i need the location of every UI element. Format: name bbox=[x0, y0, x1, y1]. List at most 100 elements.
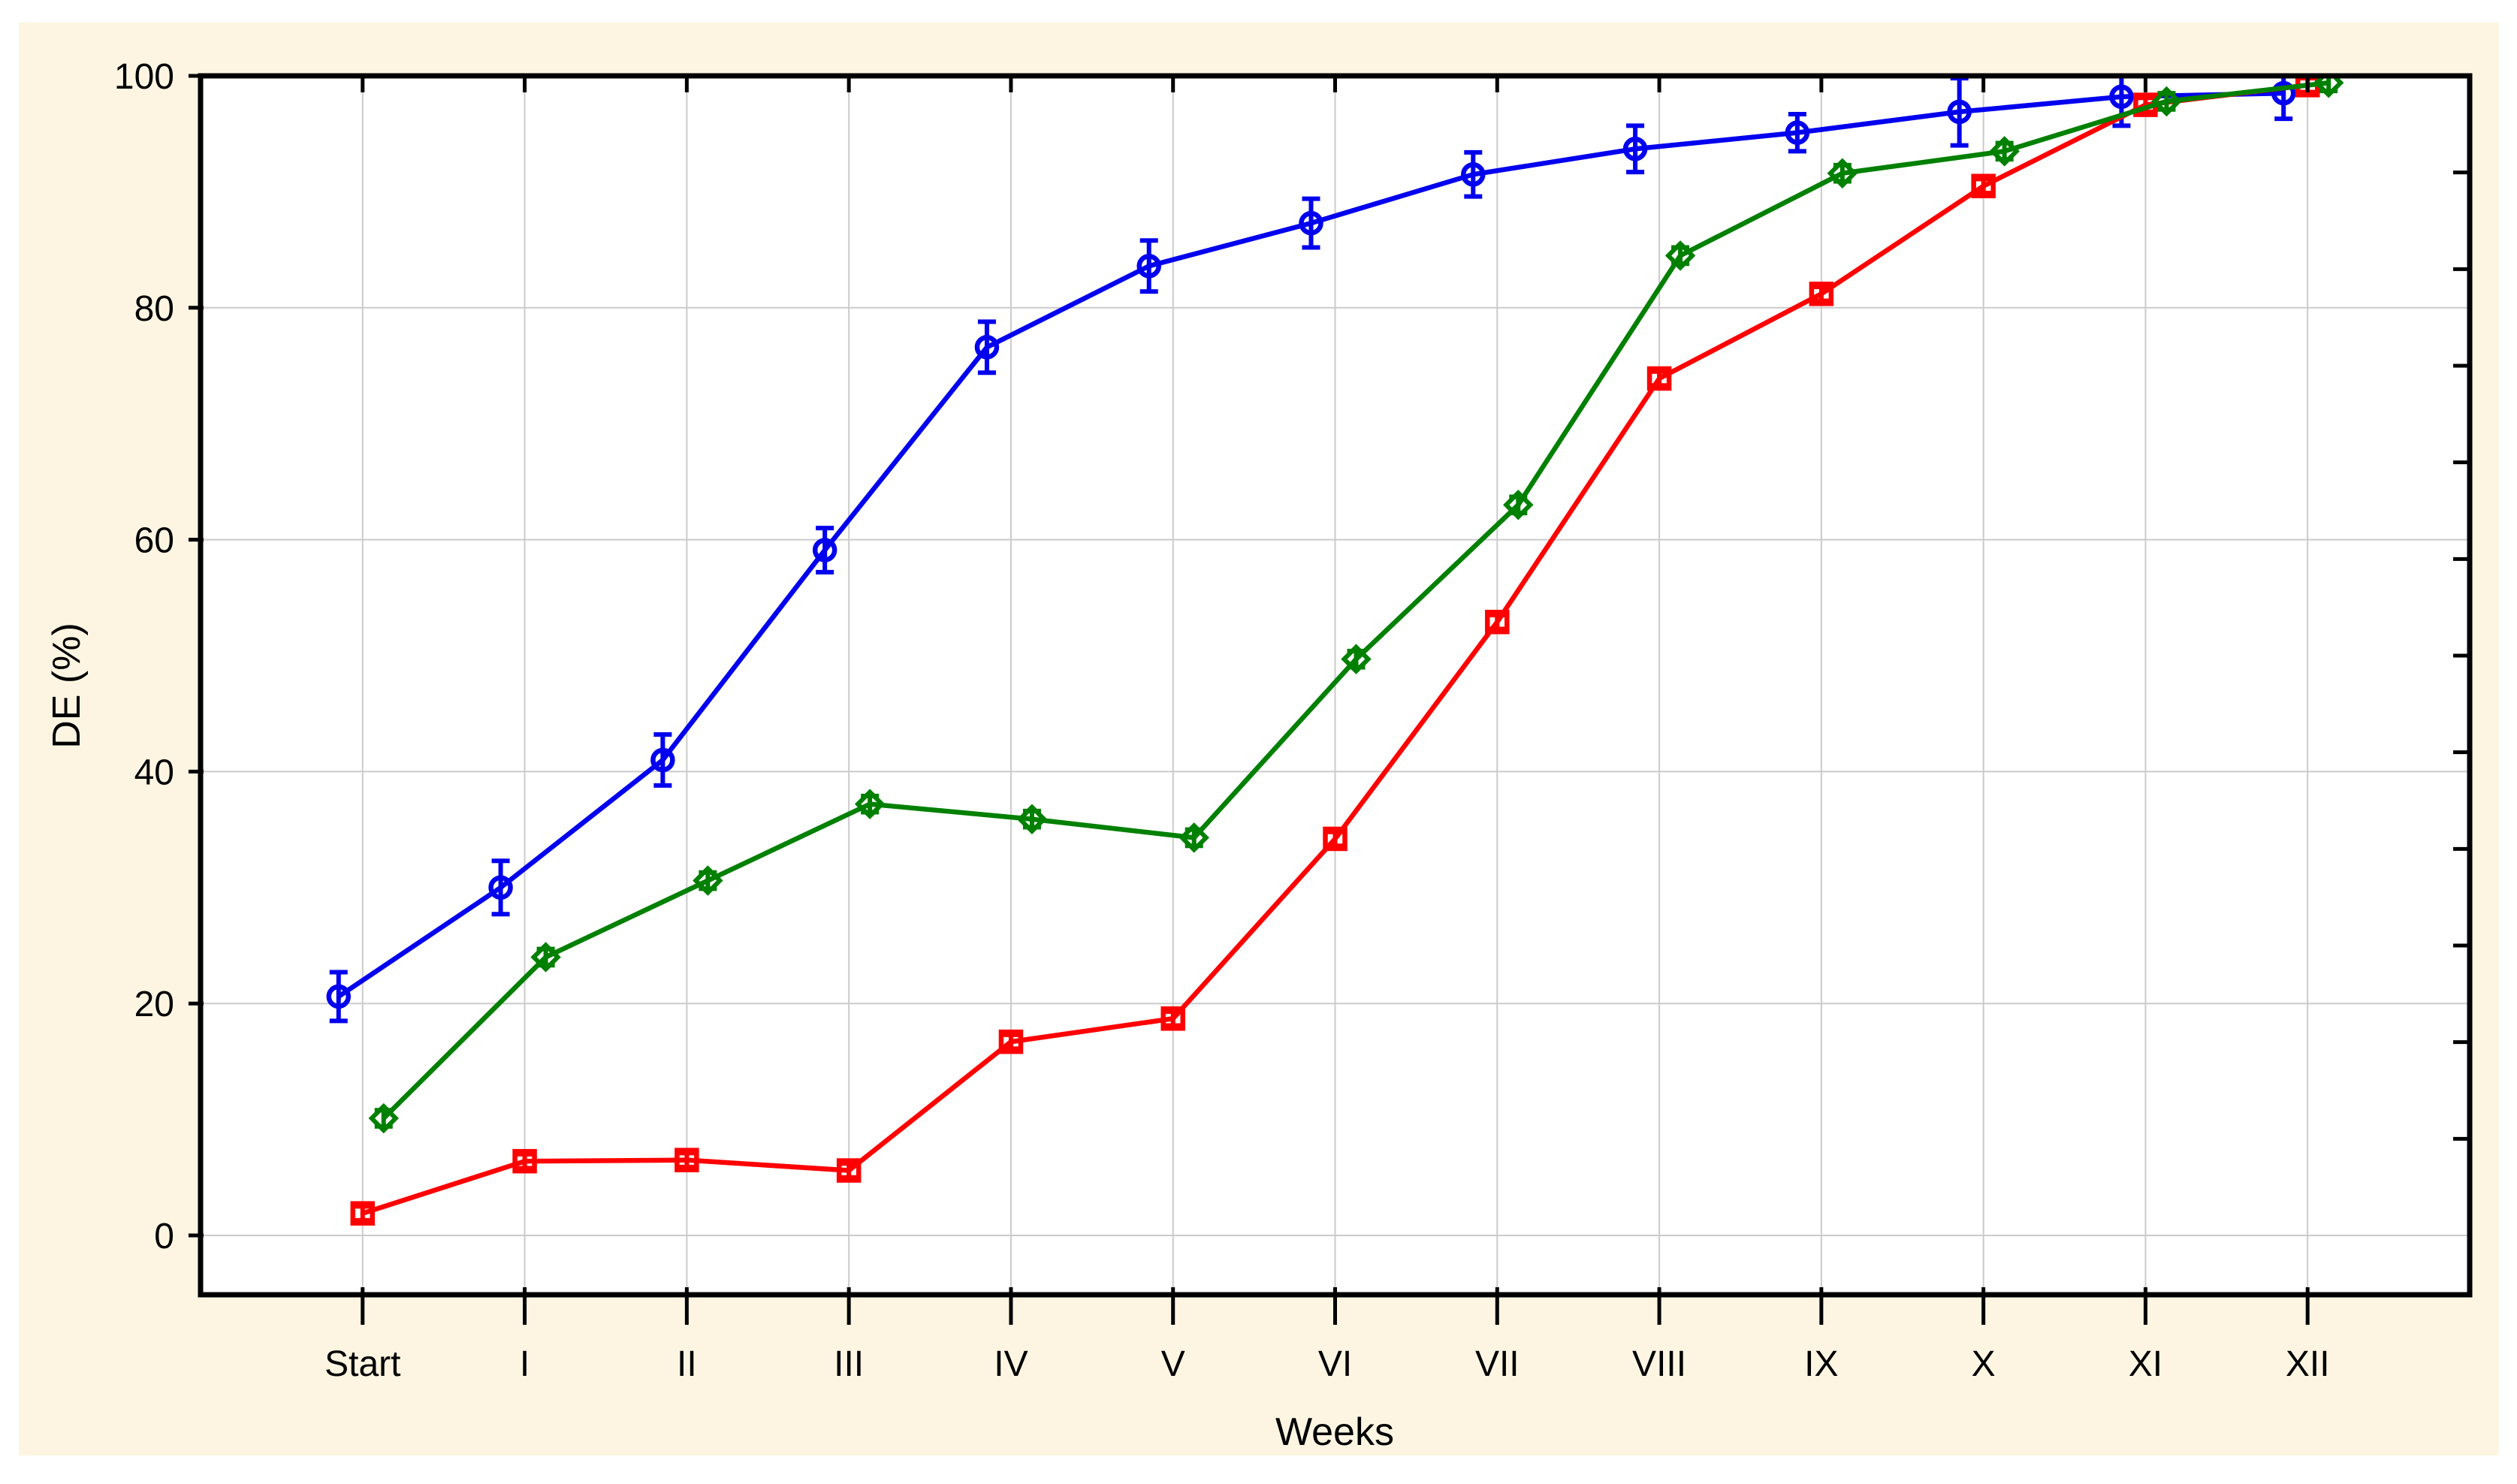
data-point-series-1-blue-circles-IV bbox=[974, 319, 1000, 376]
square-marker bbox=[836, 1158, 862, 1183]
tick-layer bbox=[189, 74, 2470, 1325]
data-point-series-3-red-squares-VII bbox=[1485, 609, 1510, 635]
y-axis-title: DE (%) bbox=[45, 623, 89, 749]
circle-marker bbox=[1947, 99, 1972, 125]
data-point-series-2-green-diamonds-VIII bbox=[1664, 240, 1696, 271]
series-3-red-squares bbox=[350, 76, 2320, 1226]
x-tick-label: I bbox=[520, 1344, 530, 1384]
x-tick-label: V bbox=[1161, 1344, 1185, 1384]
data-point-series-1-blue-circles-Start bbox=[326, 970, 352, 1024]
series-layer bbox=[326, 76, 2344, 1226]
x-tick-label: IX bbox=[1804, 1344, 1838, 1384]
diamond-marker bbox=[2151, 86, 2182, 117]
diamond-marker bbox=[2313, 76, 2344, 98]
x-tick-label: X bbox=[1972, 1344, 1996, 1384]
data-point-series-3-red-squares-X bbox=[1971, 173, 1996, 198]
square-marker bbox=[512, 1148, 537, 1174]
square-marker bbox=[1485, 609, 1510, 635]
series-2-green-diamonds bbox=[368, 76, 2344, 1134]
square-marker bbox=[1809, 282, 1834, 306]
circle-marker bbox=[812, 538, 837, 563]
data-point-series-1-blue-circles-III bbox=[812, 526, 837, 575]
circle-marker bbox=[1461, 161, 1486, 187]
diamond-marker bbox=[1827, 158, 1858, 189]
y-tick-label: 80 bbox=[134, 289, 174, 329]
square-marker bbox=[1160, 1006, 1185, 1031]
circle-marker bbox=[1785, 120, 1810, 145]
data-point-series-2-green-diamonds-IX bbox=[1827, 158, 1858, 189]
circle-marker bbox=[974, 335, 1000, 360]
diamond-marker bbox=[1664, 240, 1696, 271]
data-point-series-1-blue-circles-VII bbox=[1461, 149, 1486, 199]
x-tick-label: II bbox=[677, 1344, 697, 1384]
y-tick-label: 60 bbox=[134, 521, 174, 561]
circle-marker bbox=[2109, 84, 2134, 110]
diamond-marker bbox=[1179, 822, 1209, 853]
diamond-marker bbox=[1341, 644, 1372, 674]
data-point-series-3-red-squares-III bbox=[836, 1158, 862, 1183]
data-point-series-1-blue-circles-IX bbox=[1785, 111, 1810, 154]
data-point-series-3-red-squares-VIII bbox=[1646, 366, 1672, 391]
x-tick-label: VI bbox=[1318, 1344, 1352, 1384]
data-point-series-1-blue-circles-VIII bbox=[1622, 123, 1648, 175]
data-point-series-2-green-diamonds-II bbox=[693, 865, 723, 896]
data-point-series-3-red-squares-V bbox=[1160, 1006, 1185, 1031]
data-point-series-1-blue-circles-II bbox=[650, 731, 675, 788]
data-point-series-2-green-diamonds-VII bbox=[1503, 490, 1534, 520]
diamond-marker bbox=[693, 865, 723, 896]
diamond-marker bbox=[1016, 804, 1048, 834]
x-axis-title: Weeks bbox=[1275, 1410, 1394, 1454]
data-point-series-3-red-squares-II bbox=[675, 1148, 699, 1172]
data-point-series-1-blue-circles-V bbox=[1136, 238, 1161, 294]
diamond-marker bbox=[530, 942, 561, 973]
diamond-marker bbox=[854, 789, 886, 819]
data-point-series-2-green-diamonds-VI bbox=[1341, 644, 1372, 674]
data-point-series-2-green-diamonds-I bbox=[530, 942, 561, 973]
data-point-series-1-blue-circles-VI bbox=[1299, 196, 1323, 250]
circle-marker bbox=[1622, 137, 1648, 161]
y-tick-label: 40 bbox=[134, 753, 174, 792]
circle-marker bbox=[2271, 80, 2296, 106]
square-marker bbox=[350, 1201, 376, 1226]
y-tick-label: 20 bbox=[134, 985, 174, 1024]
data-point-series-3-red-squares-IV bbox=[998, 1029, 1024, 1054]
square-marker bbox=[1323, 826, 1348, 852]
square-marker bbox=[1971, 173, 1996, 198]
circle-marker bbox=[650, 747, 675, 773]
y-tick-label: 100 bbox=[114, 57, 174, 97]
circle-marker bbox=[1136, 253, 1161, 279]
x-tick-label: III bbox=[834, 1344, 864, 1384]
circle-marker bbox=[488, 875, 513, 900]
x-tick-label: Start bbox=[324, 1344, 400, 1384]
diamond-marker bbox=[1503, 490, 1534, 520]
data-point-series-2-green-diamonds-Start bbox=[368, 1102, 400, 1134]
data-point-series-3-red-squares-IX bbox=[1809, 282, 1834, 306]
square-marker bbox=[675, 1148, 699, 1172]
x-tick-label: IV bbox=[994, 1344, 1028, 1384]
data-point-series-2-green-diamonds-IV bbox=[1016, 804, 1048, 834]
data-point-series-3-red-squares-I bbox=[512, 1148, 537, 1174]
data-point-series-2-green-diamonds-V bbox=[1179, 822, 1209, 853]
x-tick-label: VII bbox=[1475, 1344, 1520, 1384]
x-tick-labels: Start I II III IV V VI VII VIII IX X XI XII bbox=[324, 1344, 2329, 1384]
y-tick-labels: 0 20 40 60 80 100 bbox=[114, 57, 174, 1256]
x-tick-label: XII bbox=[2286, 1344, 2330, 1384]
x-tick-label: XI bbox=[2129, 1344, 2162, 1384]
data-point-series-2-green-diamonds-XI bbox=[2151, 86, 2182, 117]
circle-marker bbox=[1299, 210, 1323, 236]
data-point-series-2-green-diamonds-X bbox=[1989, 136, 2020, 167]
square-marker bbox=[998, 1029, 1024, 1054]
circle-marker bbox=[326, 984, 352, 1009]
data-point-series-1-blue-circles-I bbox=[488, 858, 513, 917]
square-marker bbox=[1646, 366, 1672, 391]
x-tick-label: VIII bbox=[1632, 1344, 1686, 1384]
y-tick-label: 0 bbox=[154, 1217, 174, 1256]
data-point-series-2-green-diamonds-III bbox=[854, 789, 886, 819]
series-1-blue-circles bbox=[326, 76, 2296, 1024]
data-point-series-3-red-squares-VI bbox=[1323, 826, 1348, 852]
data-point-series-3-red-squares-Start bbox=[350, 1201, 376, 1226]
diamond-marker bbox=[1989, 136, 2020, 167]
diamond-marker bbox=[368, 1102, 400, 1134]
